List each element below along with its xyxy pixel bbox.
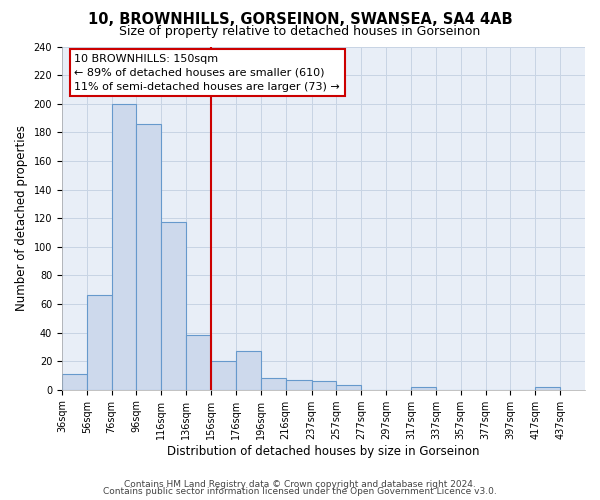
Bar bbox=[186, 336, 211, 390]
Bar bbox=[161, 222, 186, 390]
Bar bbox=[311, 381, 337, 390]
Text: Size of property relative to detached houses in Gorseinon: Size of property relative to detached ho… bbox=[119, 25, 481, 38]
Bar bbox=[261, 378, 286, 390]
Text: Contains public sector information licensed under the Open Government Licence v3: Contains public sector information licen… bbox=[103, 487, 497, 496]
Bar bbox=[236, 351, 261, 390]
X-axis label: Distribution of detached houses by size in Gorseinon: Distribution of detached houses by size … bbox=[167, 444, 480, 458]
Bar bbox=[411, 387, 436, 390]
Bar bbox=[535, 387, 560, 390]
Bar bbox=[136, 124, 161, 390]
Bar bbox=[62, 374, 87, 390]
Bar bbox=[211, 361, 236, 390]
Bar bbox=[286, 380, 311, 390]
Bar bbox=[87, 296, 112, 390]
Bar bbox=[112, 104, 136, 390]
Text: 10 BROWNHILLS: 150sqm
← 89% of detached houses are smaller (610)
11% of semi-det: 10 BROWNHILLS: 150sqm ← 89% of detached … bbox=[74, 54, 340, 92]
Bar bbox=[337, 386, 361, 390]
Text: Contains HM Land Registry data © Crown copyright and database right 2024.: Contains HM Land Registry data © Crown c… bbox=[124, 480, 476, 489]
Y-axis label: Number of detached properties: Number of detached properties bbox=[15, 125, 28, 311]
Text: 10, BROWNHILLS, GORSEINON, SWANSEA, SA4 4AB: 10, BROWNHILLS, GORSEINON, SWANSEA, SA4 … bbox=[88, 12, 512, 28]
